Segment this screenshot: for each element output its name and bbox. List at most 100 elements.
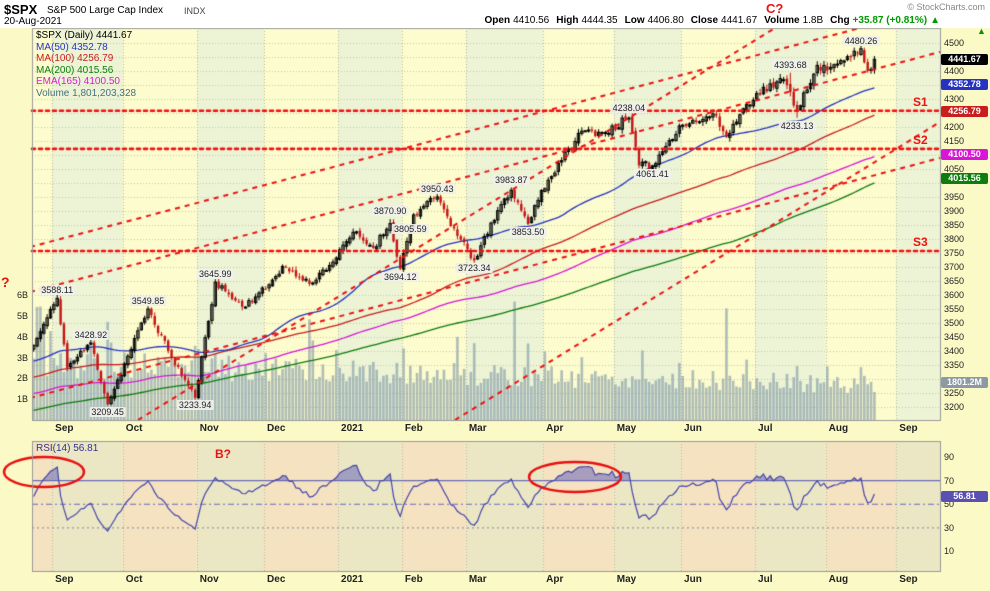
rsi-axis-tick: 90 — [944, 452, 955, 462]
quote-value-close: 4441.67 — [721, 15, 758, 26]
annotation-question-mark: ? — [1, 274, 10, 290]
price-axis-tick: 3700 — [944, 262, 965, 272]
quote-summary: Open 4410.56 High 4444.35 Low 4406.80 Close 444… — [478, 15, 940, 26]
price-axis-tick: 3750 — [944, 248, 965, 258]
chart-legend: $SPX (Daily) 4441.67 MA(50) 4352.78 MA(1… — [36, 30, 137, 100]
price-callout: 4238.04 — [610, 103, 648, 114]
month-label: Dec — [267, 574, 286, 585]
price-axis-tick: 3450 — [944, 332, 965, 342]
price-callout: 3549.85 — [129, 296, 167, 307]
month-label: Apr — [546, 574, 564, 585]
rsi-axis-tick: 30 — [944, 522, 955, 533]
legend-ma50: MA(50) 4352.78 — [36, 41, 108, 53]
quote-label-open: Open — [484, 15, 511, 26]
rsi-axis-tick: 70 — [944, 475, 955, 486]
month-label: Feb — [404, 574, 423, 585]
month-label: May — [616, 423, 637, 434]
month-label: 2021 — [341, 423, 364, 434]
month-label: Oct — [125, 574, 143, 585]
month-label: Nov — [199, 423, 219, 434]
volume-axis-tick: 2B — [16, 373, 28, 384]
month-label: Feb — [404, 423, 423, 434]
rsi-axis-tick: 10 — [944, 546, 955, 557]
month-label: Sep — [899, 423, 918, 434]
price-callout: 4393.68 — [772, 59, 809, 70]
legend-volume: Volume 1,801,203,328 — [36, 87, 137, 99]
price-axis-tick: 3950 — [944, 192, 965, 202]
quote-value-volume: 1.8B — [802, 15, 824, 26]
month-label: 2021 — [341, 574, 364, 585]
price-direction-up-arrow: ▲ — [977, 26, 986, 36]
chart-date: 20-Aug-2021 — [4, 16, 62, 27]
annotation-b-question: B? — [215, 447, 231, 461]
month-label: Jul — [758, 423, 773, 434]
quote-label-volume: Volume — [764, 15, 800, 26]
price-axis-tick: 3650 — [944, 276, 965, 286]
month-label: Aug — [828, 574, 849, 585]
quote-label-close: Close — [690, 15, 719, 26]
quote-label-low: Low — [624, 15, 645, 26]
price-callout: 4061.41 — [634, 168, 671, 179]
volume-axis-tick: 4B — [16, 331, 28, 342]
quote-label-high: High — [556, 15, 579, 26]
volume-axis-tick: 1B — [16, 394, 28, 405]
price-callout: 3588.11 — [39, 285, 76, 296]
support-label-s1: S1 — [913, 94, 928, 109]
price-axis-tick: 4500 — [944, 38, 965, 48]
price-callout: 3983.87 — [492, 174, 530, 185]
last-value-box: 4441.67 — [941, 53, 988, 65]
month-label: Sep — [55, 423, 74, 434]
quote-value-low: 4406.80 — [647, 15, 684, 26]
exchange-label: INDX — [184, 6, 206, 16]
price-axis-tick: 4300 — [944, 94, 965, 104]
month-label: Mar — [468, 574, 487, 585]
price-callout: 3233.94 — [176, 400, 214, 411]
month-label: Aug — [828, 423, 849, 434]
price-callout: 4233.13 — [778, 120, 816, 131]
month-label: Jun — [684, 574, 702, 585]
month-label: Sep — [899, 574, 918, 585]
annotation-c-question: C? — [766, 1, 784, 16]
symbol: $SPX — [4, 2, 38, 17]
legend-ma100: MA(100) 4256.79 — [36, 53, 114, 64]
last-value-box: 4352.78 — [941, 78, 988, 90]
price-callout: 3870.90 — [371, 206, 409, 217]
price-axis-tick: 3600 — [944, 290, 965, 300]
quote-value-high: 4444.35 — [581, 15, 618, 26]
price-callout: 3853.50 — [509, 227, 547, 238]
price-axis-tick: 3200 — [944, 402, 965, 412]
month-label: Jul — [758, 574, 773, 585]
last-value-box: 1801.2M — [941, 377, 988, 388]
volume-axis-tick: 6B — [16, 290, 28, 300]
copyright: © StockCharts.com — [907, 2, 985, 12]
month-label: Sep — [55, 574, 74, 585]
price-callout: 3694.12 — [381, 271, 419, 282]
quote-value-open: 4410.56 — [513, 15, 550, 26]
price-axis-tick: 3350 — [944, 360, 965, 370]
price-callout: 4480.26 — [842, 35, 880, 46]
rsi-axis-tick: 50 — [944, 499, 955, 510]
month-label: Dec — [267, 423, 286, 434]
index-title: S&P 500 Large Cap Index — [47, 5, 164, 16]
price-axis-tick: 3850 — [944, 220, 965, 230]
month-label: Mar — [468, 423, 487, 434]
price-axis-tick: 3900 — [944, 206, 965, 216]
price-callout: 3645.99 — [197, 269, 234, 280]
month-label: Oct — [125, 423, 143, 434]
price-callout: 3805.59 — [392, 224, 429, 235]
quote-label-chg: Chg — [830, 15, 850, 26]
price-axis-tick: 3500 — [944, 318, 965, 328]
month-label: Apr — [546, 423, 564, 434]
price-axis-tick: 3400 — [944, 346, 965, 356]
price-axis-tick: 3550 — [944, 304, 965, 314]
rsi-value-box: 56.81 — [941, 490, 988, 502]
last-value-box: 4100.50 — [941, 149, 988, 161]
quote-value-chg: +35.87 (+0.81%) — [852, 15, 928, 26]
rsi-legend: RSI(14) 56.81 — [36, 443, 99, 454]
price-axis-tick: 3800 — [944, 234, 965, 244]
price-callout: 3209.45 — [89, 407, 126, 418]
last-value-box: 4015.56 — [941, 173, 988, 185]
month-label: May — [616, 574, 637, 585]
